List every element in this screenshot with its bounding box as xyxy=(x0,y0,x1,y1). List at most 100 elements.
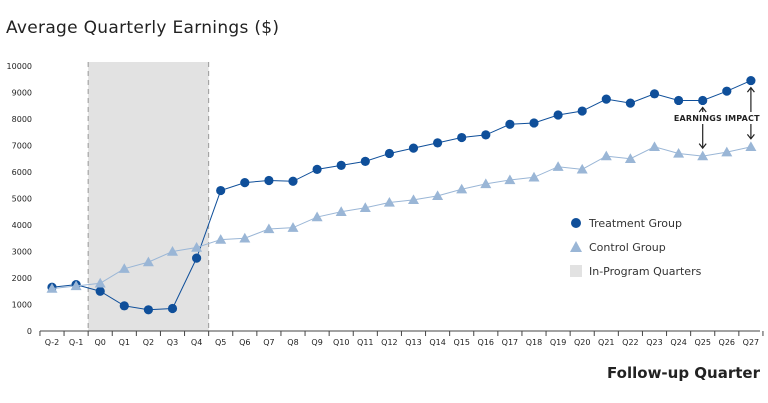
data-point xyxy=(697,150,709,161)
earnings-impact-annotation: EARNINGS IMPACT xyxy=(674,86,760,150)
x-tick-label: Q5 xyxy=(215,338,226,347)
x-tick-label: Q16 xyxy=(478,338,494,347)
data-point xyxy=(335,206,347,216)
data-point xyxy=(504,174,516,185)
data-point xyxy=(336,160,346,170)
x-tick-label: Q13 xyxy=(405,338,421,347)
data-point xyxy=(383,196,395,207)
y-tick-label: 0 xyxy=(27,327,32,336)
impact-arrowhead xyxy=(746,86,755,93)
data-point xyxy=(408,194,419,205)
data-point xyxy=(118,263,130,273)
x-tick-label: Q14 xyxy=(429,338,445,347)
data-point xyxy=(481,130,491,140)
y-tick-label: 7000 xyxy=(12,142,32,151)
data-point xyxy=(215,234,227,244)
x-tick-label: Q20 xyxy=(574,338,590,347)
legend-marker xyxy=(570,241,582,252)
data-point xyxy=(360,156,370,166)
data-point xyxy=(119,301,129,311)
data-point xyxy=(624,153,636,163)
x-tick-label: Q26 xyxy=(719,338,735,347)
data-point xyxy=(46,283,58,293)
series xyxy=(46,75,757,315)
data-point xyxy=(95,286,105,296)
in-program-shading xyxy=(87,62,210,331)
data-point xyxy=(263,223,275,234)
data-point xyxy=(601,94,611,104)
data-point xyxy=(264,175,274,186)
y-tick-label: 9000 xyxy=(12,89,32,98)
legend-marker xyxy=(570,265,582,277)
data-point xyxy=(576,163,588,174)
x-tick-label: Q4 xyxy=(191,338,202,347)
in-program-region xyxy=(88,62,209,331)
x-tick-label: Q8 xyxy=(287,338,298,347)
legend-label: Treatment Group xyxy=(588,217,682,230)
data-point xyxy=(94,277,106,288)
impact-arrowhead xyxy=(698,143,707,150)
series-control-group xyxy=(46,141,757,293)
impact-arrowhead xyxy=(746,133,755,140)
data-point xyxy=(240,178,250,188)
data-point xyxy=(456,183,468,194)
data-point xyxy=(480,178,492,189)
data-point xyxy=(625,98,636,108)
x-tick-label: Q15 xyxy=(453,338,469,347)
x-tick-label: Q7 xyxy=(263,338,274,347)
legend-marker xyxy=(571,218,581,228)
y-tick-label: 1000 xyxy=(12,301,32,310)
data-point xyxy=(457,132,467,143)
data-point xyxy=(287,222,299,232)
data-point xyxy=(505,119,515,129)
x-tick-label: Q17 xyxy=(502,338,518,347)
data-point xyxy=(167,246,178,256)
data-point xyxy=(577,106,587,116)
data-point xyxy=(311,211,323,222)
data-point xyxy=(142,256,154,267)
data-point xyxy=(167,303,178,314)
y-tick-label: 4000 xyxy=(12,221,32,230)
x-tick-label: Q27 xyxy=(743,338,759,347)
data-point xyxy=(288,176,298,186)
data-point xyxy=(70,280,82,291)
x-tick-label: Q0 xyxy=(95,338,106,347)
data-point xyxy=(745,141,757,152)
data-point xyxy=(552,161,564,171)
x-tick-label: Q23 xyxy=(646,338,662,347)
y-tick-label: 2000 xyxy=(12,274,32,283)
x-tick-label: Q21 xyxy=(598,338,614,347)
axes: 0 1000 2000 3000 4000 5000 6000 7000 8000 9000 100… xyxy=(7,62,764,347)
x-tick-label: Q19 xyxy=(550,338,566,347)
data-point xyxy=(649,89,660,99)
data-point xyxy=(553,110,563,120)
series-treatment-group xyxy=(47,75,756,315)
x-tick-label: Q-1 xyxy=(69,338,84,347)
x-tick-label: Q2 xyxy=(143,338,154,347)
legend-label: In-Program Quarters xyxy=(589,265,702,278)
x-tick-label: Q25 xyxy=(694,338,710,347)
data-point xyxy=(192,253,202,263)
x-tick-label: Q6 xyxy=(239,338,250,347)
data-point xyxy=(216,185,226,196)
data-point xyxy=(529,118,539,128)
x-tick-label: Q9 xyxy=(311,338,322,347)
y-tick-label: 6000 xyxy=(12,168,32,177)
y-tick-label: 8000 xyxy=(12,115,32,124)
data-point xyxy=(239,232,251,243)
data-point xyxy=(721,146,733,157)
data-point xyxy=(600,150,612,161)
data-point xyxy=(143,305,153,315)
impact-label: EARNINGS IMPACT xyxy=(674,114,760,123)
data-point xyxy=(528,171,540,182)
x-tick-label: Q1 xyxy=(119,338,130,347)
y-tick-label: 5000 xyxy=(12,195,32,204)
data-point xyxy=(674,95,684,106)
y-tick-label: 3000 xyxy=(12,248,32,257)
x-tick-label: Q18 xyxy=(526,338,542,347)
data-point xyxy=(698,95,708,106)
x-tick-label: Q11 xyxy=(357,338,373,347)
chart-title: Average Quarterly Earnings ($) xyxy=(6,18,280,38)
x-tick-label: Q10 xyxy=(333,338,349,347)
